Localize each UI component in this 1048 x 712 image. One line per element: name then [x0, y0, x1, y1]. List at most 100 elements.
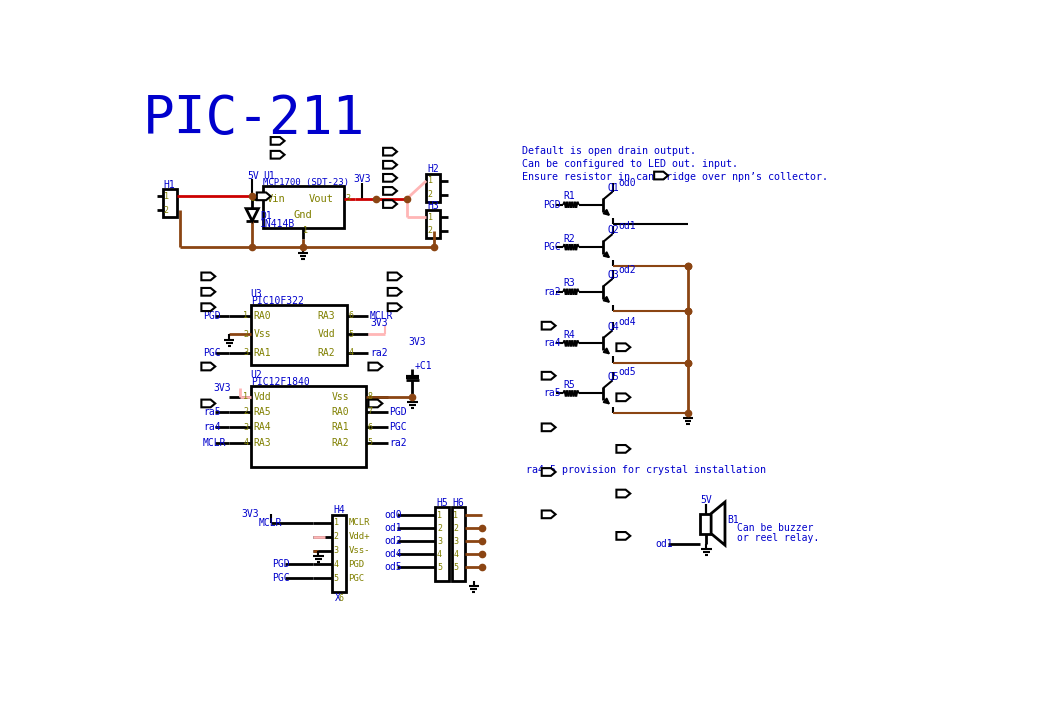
Text: MCLR: MCLR [203, 438, 226, 448]
Polygon shape [542, 372, 555, 379]
Bar [700, 513, 712, 533]
Text: 3: 3 [346, 194, 350, 203]
Bar [250, 386, 366, 466]
Polygon shape [270, 137, 285, 145]
Text: 5: 5 [453, 563, 458, 572]
Polygon shape [201, 273, 215, 281]
Text: od2: od2 [618, 266, 635, 276]
Text: 2: 2 [428, 226, 433, 236]
Text: 5V: 5V [700, 495, 712, 505]
Polygon shape [388, 288, 401, 295]
Text: 3: 3 [243, 348, 248, 357]
Text: U1: U1 [263, 171, 275, 181]
Text: od1: od1 [656, 538, 673, 548]
Text: PIC10F322: PIC10F322 [250, 296, 304, 306]
Text: 1: 1 [243, 311, 248, 320]
Text: MCP1700 (SDT-23): MCP1700 (SDT-23) [263, 178, 349, 187]
Bar [332, 515, 346, 592]
Text: RA1: RA1 [254, 347, 271, 357]
Text: 3: 3 [334, 546, 339, 555]
Text: 3V3: 3V3 [241, 509, 259, 519]
Text: Vin: Vin [267, 194, 285, 204]
Text: 1: 1 [428, 213, 433, 221]
Text: 2: 2 [250, 194, 256, 203]
Text: 4: 4 [348, 348, 353, 357]
Polygon shape [369, 399, 383, 407]
Text: U3: U3 [250, 289, 262, 299]
Text: od5: od5 [618, 367, 635, 377]
Text: MCLR: MCLR [348, 518, 370, 528]
Text: 2: 2 [428, 190, 433, 199]
Text: H5: H5 [436, 498, 447, 508]
Text: od0: od0 [385, 510, 402, 520]
Text: Q4: Q4 [607, 321, 619, 332]
Text: PGC: PGC [389, 422, 407, 432]
Text: od0: od0 [618, 178, 635, 188]
Text: 1N414B: 1N414B [260, 219, 296, 229]
Text: 5: 5 [348, 330, 353, 339]
Bar [250, 305, 347, 365]
Text: ra5: ra5 [203, 407, 220, 417]
Text: 5: 5 [368, 438, 373, 447]
Text: 3: 3 [243, 423, 248, 431]
Text: Vout: Vout [309, 194, 334, 204]
Text: Gnd: Gnd [293, 210, 312, 220]
Text: PIC12F1840: PIC12F1840 [250, 377, 309, 387]
Text: MCLR: MCLR [370, 310, 393, 320]
Text: 1: 1 [437, 511, 442, 520]
Text: 3V3: 3V3 [354, 174, 371, 184]
Text: H2: H2 [428, 164, 439, 174]
Polygon shape [616, 445, 630, 453]
Text: od4: od4 [618, 317, 635, 327]
Text: R4: R4 [563, 330, 575, 340]
Text: PGD: PGD [272, 560, 290, 570]
Text: RA0: RA0 [254, 310, 271, 320]
Text: U2: U2 [250, 370, 262, 380]
Bar [427, 210, 440, 238]
Bar [162, 189, 177, 217]
Text: 1: 1 [163, 192, 169, 201]
Text: PGC: PGC [272, 573, 290, 583]
Text: PGC: PGC [203, 347, 220, 357]
Polygon shape [201, 303, 215, 311]
Text: R2: R2 [563, 234, 575, 244]
Text: Can be buzzer: Can be buzzer [737, 523, 813, 533]
Text: od4: od4 [385, 550, 402, 560]
Text: RA5: RA5 [254, 407, 271, 417]
Polygon shape [388, 303, 401, 311]
Polygon shape [542, 511, 555, 518]
Text: MCLR: MCLR [259, 518, 282, 528]
Text: 1: 1 [243, 392, 248, 401]
Text: PGD: PGD [348, 560, 365, 569]
Text: Q3: Q3 [607, 270, 619, 280]
Text: 1: 1 [334, 518, 339, 528]
Text: ra2: ra2 [370, 347, 388, 357]
Text: 6: 6 [339, 594, 344, 603]
Polygon shape [201, 362, 215, 370]
Text: R3: R3 [563, 278, 575, 288]
Text: 2: 2 [243, 330, 248, 339]
Text: 5: 5 [334, 574, 339, 582]
Polygon shape [712, 502, 725, 545]
Text: ra5: ra5 [543, 389, 561, 399]
Text: R5: R5 [563, 380, 575, 390]
Polygon shape [616, 394, 630, 401]
Text: PGC: PGC [348, 574, 365, 582]
Text: 3V3: 3V3 [214, 383, 232, 393]
Text: RA3: RA3 [254, 438, 271, 448]
Text: 6: 6 [348, 311, 353, 320]
Text: Vss: Vss [254, 329, 271, 339]
Text: 4: 4 [453, 550, 458, 559]
Polygon shape [201, 288, 215, 295]
Polygon shape [369, 362, 383, 370]
Text: H6: H6 [453, 498, 464, 508]
Text: RA2: RA2 [318, 347, 335, 357]
Bar [427, 174, 440, 201]
Text: Q1: Q1 [607, 183, 619, 193]
Text: Vdd: Vdd [318, 329, 335, 339]
Text: 3V3: 3V3 [409, 337, 427, 347]
Text: +C1: +C1 [415, 361, 432, 371]
Text: D1: D1 [260, 211, 271, 221]
Text: 4: 4 [334, 560, 339, 569]
Bar [263, 186, 344, 228]
